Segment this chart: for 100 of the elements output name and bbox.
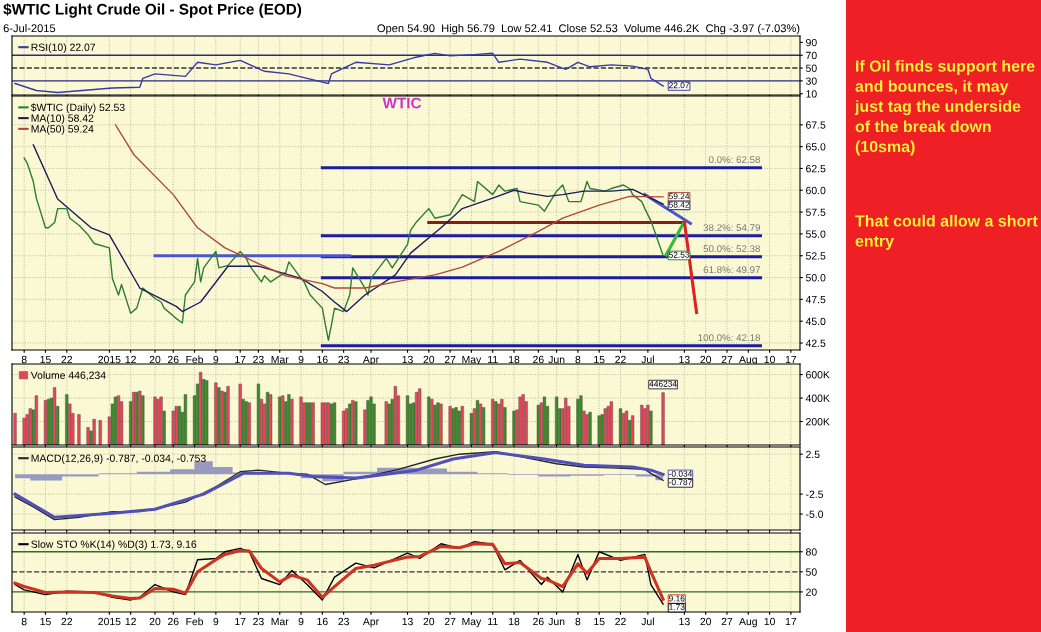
y-tick-label: 45.0 — [805, 317, 826, 326]
x-tick-label: 18 — [509, 617, 520, 626]
x-tick-label: 27 — [444, 617, 456, 626]
y-tick-label: 50.0 — [805, 274, 826, 282]
x-tick-label: 17 — [235, 355, 246, 364]
annotation: 0.0%: 62.58 — [708, 156, 761, 164]
x-tick-label: Apr — [362, 617, 379, 628]
y-tick-label: 57.5 — [805, 208, 826, 216]
x-tick-label: 10 — [764, 355, 775, 364]
x-tick-label: 8 — [575, 355, 581, 364]
x-tick-label: Aug — [739, 617, 757, 628]
x-tick-label: 9 — [213, 617, 219, 626]
x-tick-label: 20 — [423, 617, 435, 626]
x-tick-label: 15 — [40, 617, 51, 626]
bar — [393, 386, 397, 445]
bar — [265, 391, 270, 445]
x-tick-label: 12 — [125, 355, 136, 364]
y-tick-label: 90 — [806, 38, 817, 47]
x-tick-label: 23 — [338, 355, 349, 364]
x-tick-label: 20 — [700, 355, 712, 364]
bar — [369, 396, 373, 445]
y-tick-label: 2.5 — [806, 450, 820, 459]
x-tick-label: 13 — [679, 617, 690, 626]
x-tick-label: 26 — [533, 617, 544, 626]
bar — [405, 395, 410, 445]
x-tick-label: 22 — [61, 617, 73, 626]
x-tick-label: 18 — [509, 355, 520, 364]
x-tick-label: Apr — [362, 355, 379, 366]
chart-title: $WTIC Light Crude Oil - Spot Price (EOD) — [3, 3, 302, 18]
x-tick-label: Feb — [186, 617, 204, 626]
y-tick-label: 80 — [806, 548, 817, 556]
bar — [646, 404, 650, 445]
x-tick-label: Mar — [271, 617, 289, 626]
x-tick-label: 9 — [298, 617, 304, 626]
data-label: -0.787 — [669, 479, 692, 486]
legend-label: MA(50) 59.24 — [31, 124, 94, 135]
bar — [576, 399, 580, 445]
data-label: 446234 — [649, 380, 677, 387]
bar — [199, 372, 203, 445]
x-tick-label: 2015 — [98, 355, 121, 364]
line-series — [23, 157, 664, 342]
bar — [226, 386, 230, 445]
x-tick-label: 11 — [488, 355, 498, 364]
x-tick-label: Jun — [548, 617, 565, 626]
x-tick-label: 15 — [40, 355, 51, 364]
legend-label: $WTIC (Daily) 52.53 — [30, 103, 125, 114]
legend-label: Slow STO %K(14) %D(3) 1.73, 9.16 — [31, 540, 197, 550]
x-tick-label: 9 — [213, 355, 219, 364]
legend-label: Volume 446,234 — [30, 371, 106, 381]
bar — [460, 406, 464, 445]
x-tick-label: 20 — [149, 355, 161, 364]
bar — [153, 396, 157, 445]
legend-label: MA(10) 58.42 — [31, 114, 94, 124]
annotation: 50.0%: 52.38 — [703, 245, 761, 253]
y-tick-label: 600K — [806, 371, 830, 379]
data-label: 59.24 — [668, 193, 690, 200]
x-tick-label: 17 — [785, 617, 797, 626]
bar — [603, 408, 607, 445]
x-tick-label: 8 — [575, 617, 581, 626]
x-tick-label: 11 — [488, 617, 498, 626]
y-tick-label: 50 — [805, 64, 817, 72]
bar — [159, 396, 163, 445]
x-tick-label: 15 — [594, 355, 605, 364]
data-label: 22.07 — [669, 82, 690, 89]
y-tick-label: 30 — [805, 77, 817, 85]
x-tick-label: 23 — [253, 355, 264, 364]
x-tick-label: 8 — [21, 617, 27, 626]
x-tick-label: 26 — [167, 355, 179, 364]
line-series — [114, 124, 664, 289]
bar — [618, 408, 623, 445]
bar — [326, 402, 330, 445]
x-tick-label: 17 — [785, 355, 797, 364]
bar — [454, 407, 458, 445]
bar — [214, 382, 218, 445]
x-tick-label: 8 — [21, 355, 27, 364]
x-tick-label: 16 — [317, 617, 328, 626]
bar — [482, 407, 486, 445]
bar — [631, 415, 635, 445]
bar — [609, 401, 613, 445]
bar — [256, 383, 261, 445]
bar — [521, 394, 525, 445]
x-tick-label: 22 — [615, 617, 626, 626]
annotation: 61.8%: 49.97 — [703, 266, 760, 274]
x-tick-label: May — [462, 617, 482, 628]
x-tick-label: May — [462, 355, 482, 366]
y-tick-label: 200K — [806, 418, 830, 426]
x-tick-label: 22 — [61, 355, 73, 364]
text: If Oil finds support here and bounces, it may just tag the underside of the break down (10sma) — [854, 60, 1035, 156]
x-tick-label: 20 — [149, 617, 161, 626]
y-tick-label: 400K — [805, 394, 830, 402]
bar — [320, 402, 324, 445]
bar — [65, 394, 69, 445]
x-tick-label: 26 — [167, 617, 179, 626]
data-label: 52.53 — [668, 251, 690, 258]
x-tick-label: 22 — [615, 355, 626, 364]
bar — [183, 394, 187, 445]
x-tick-label: 27 — [721, 355, 733, 364]
legend-label: MACD(12,26,9) -0.787, -0.034, -0.753 — [31, 454, 206, 464]
bar — [555, 396, 559, 445]
bar — [661, 392, 665, 445]
